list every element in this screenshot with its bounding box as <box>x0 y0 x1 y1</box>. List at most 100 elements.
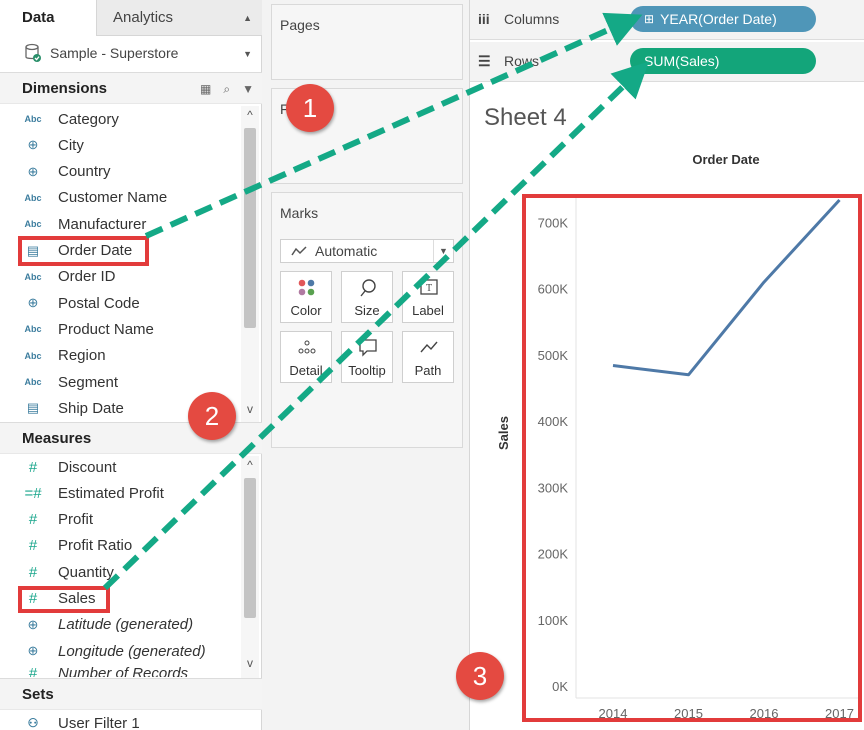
mark-detail-button[interactable]: Detail <box>280 331 332 383</box>
x-tick-label: 2016 <box>750 706 779 721</box>
pages-card[interactable]: Pages <box>271 4 463 80</box>
field-customer-name[interactable]: Abc Customer Name <box>22 186 167 210</box>
string-type-icon: Abc <box>24 350 42 361</box>
mark-color-button[interactable]: Color <box>280 271 332 323</box>
field-label: Profit <box>58 511 94 529</box>
mark-tooltip-label: Tooltip <box>348 363 386 378</box>
tab-data[interactable]: Data <box>0 0 96 36</box>
globe-icon: ⊕ <box>27 137 39 153</box>
measures-scrollbar[interactable]: ^ v <box>241 456 259 678</box>
scroll-down-icon[interactable]: v <box>247 656 253 670</box>
y-tick-label: 500K <box>538 348 569 363</box>
field-label: Profit Ratio <box>58 537 133 555</box>
scroll-thumb[interactable] <box>244 478 256 618</box>
step-badge-1: 1 <box>286 84 334 132</box>
field-ship-date[interactable]: ▤ Ship Date <box>22 396 124 420</box>
set-item[interactable]: ⚇ User Filter 1 <box>22 711 140 730</box>
pages-title: Pages <box>280 17 320 33</box>
field-city[interactable]: ⊕ City <box>22 133 84 157</box>
highlight-chart <box>522 194 862 722</box>
y-tick-label: 300K <box>538 480 569 495</box>
tab-analytics[interactable]: Analytics ▲ ▼ <box>96 0 262 59</box>
field-discount[interactable]: # Discount <box>22 455 117 479</box>
year-order-date-pill[interactable]: ⊞ YEAR(Order Date) <box>630 6 816 32</box>
string-type-icon: Abc <box>24 219 42 230</box>
mark-size-button[interactable]: Size <box>341 271 393 323</box>
svg-text:T: T <box>426 283 432 294</box>
dimensions-header: Dimensions ▦ ⌕ ▼ <box>0 72 262 104</box>
tab-analytics-label: Analytics <box>113 9 174 26</box>
mark-path-button[interactable]: Path <box>402 331 454 383</box>
globe-icon: ⊕ <box>27 295 39 311</box>
calendar-icon: ▤ <box>26 400 40 416</box>
string-type-icon: Abc <box>24 271 42 282</box>
scroll-thumb[interactable] <box>244 128 256 328</box>
expand-plus-icon: ⊞ <box>644 12 655 26</box>
sets-title: Sets <box>22 686 54 703</box>
field-label: Sales <box>58 590 96 607</box>
x-tick-label: 2015 <box>674 706 703 721</box>
datasource-item[interactable]: Sample - Superstore <box>24 42 178 64</box>
mark-tooltip-button[interactable]: Tooltip <box>341 331 393 383</box>
line-chart: Order Date Sales 0K 100K 200K 300K 400K 500K 600… <box>496 152 862 722</box>
field-label: Segment <box>58 373 119 391</box>
field-estimated-profit[interactable]: =# Estimated Profit <box>22 481 163 505</box>
field-latitude-generated[interactable]: ⊕ Latitude (generated) <box>22 613 194 637</box>
mark-type-select[interactable]: Automatic ▼ <box>280 239 454 263</box>
data-pane: Data Analytics ▲ ▼ Sample - Superstore Di… <box>0 0 262 730</box>
field-manufacturer[interactable]: Abc Manufacturer <box>22 212 146 236</box>
field-profit-ratio[interactable]: # Profit Ratio <box>22 534 132 558</box>
field-label: Postal Code <box>58 294 140 312</box>
field-sales[interactable]: # Sales <box>22 587 96 611</box>
field-label: Ship Date <box>58 399 124 417</box>
field-segment[interactable]: Abc Segment <box>22 370 118 394</box>
sets-header: Sets <box>0 678 262 710</box>
view-list-icon[interactable]: ▦ <box>200 82 212 96</box>
set-icon: ⚇ <box>27 716 39 730</box>
detail-dots-icon <box>298 340 316 354</box>
field-quantity[interactable]: # Quantity <box>22 560 114 584</box>
dimensions-scrollbar[interactable]: ^ v <box>241 106 259 422</box>
number-type-icon: # <box>28 511 38 529</box>
up-down-arrows-icon: ▲ ▼ <box>243 13 252 59</box>
sales-line <box>612 198 841 377</box>
field-country[interactable]: ⊕ Country <box>22 160 111 184</box>
string-type-icon: Abc <box>24 324 42 335</box>
scroll-up-icon[interactable]: ^ <box>247 108 253 122</box>
sum-sales-pill[interactable]: SUM(Sales) <box>630 48 816 74</box>
mark-detail-label: Detail <box>289 363 323 378</box>
search-icon[interactable]: ⌕ <box>223 82 231 96</box>
field-order-id[interactable]: Abc Order ID <box>22 265 116 289</box>
menu-dropdown-icon[interactable]: ▼ <box>242 82 254 96</box>
field-longitude-generated[interactable]: ⊕ Longitude (generated) <box>22 639 206 663</box>
field-label: Customer Name <box>58 189 168 207</box>
field-label: City <box>58 136 84 154</box>
scroll-down-icon[interactable]: v <box>247 402 253 416</box>
field-number-of-records[interactable]: # Number of Records <box>22 665 188 677</box>
highlight-order-date <box>18 236 149 266</box>
field-label: Latitude (generated) <box>58 616 194 634</box>
field-category[interactable]: Abc Category <box>22 107 118 131</box>
mark-label-button[interactable]: T Label <box>402 271 454 323</box>
label-box-icon: T <box>420 279 438 295</box>
scroll-up-icon[interactable]: ^ <box>247 458 253 472</box>
field-label: Quantity <box>58 563 114 581</box>
mark-type-value: Automatic <box>315 243 378 259</box>
y-tick-label: 0K <box>552 679 568 694</box>
string-type-icon: Abc <box>24 114 42 124</box>
mark-path-label: Path <box>414 363 442 378</box>
field-label: Order ID <box>58 268 116 286</box>
marks-title: Marks <box>280 205 319 221</box>
mark-size-label: Size <box>354 303 380 318</box>
field-profit[interactable]: # Profit <box>22 508 93 532</box>
number-type-icon: # <box>28 458 38 476</box>
field-postal-code[interactable]: ⊕ Postal Code <box>22 291 140 315</box>
field-region[interactable]: Abc Region <box>22 344 105 368</box>
database-icon <box>24 43 42 63</box>
columns-shelf[interactable]: iii Columns ⊞ YEAR(Order Date) <box>470 0 864 40</box>
dimensions-title: Dimensions <box>22 80 108 97</box>
field-product-name[interactable]: Abc Product Name <box>22 317 153 341</box>
y-tick-label: 200K <box>538 547 569 562</box>
string-type-icon: Abc <box>24 192 42 203</box>
field-label: Longitude (generated) <box>58 642 206 660</box>
